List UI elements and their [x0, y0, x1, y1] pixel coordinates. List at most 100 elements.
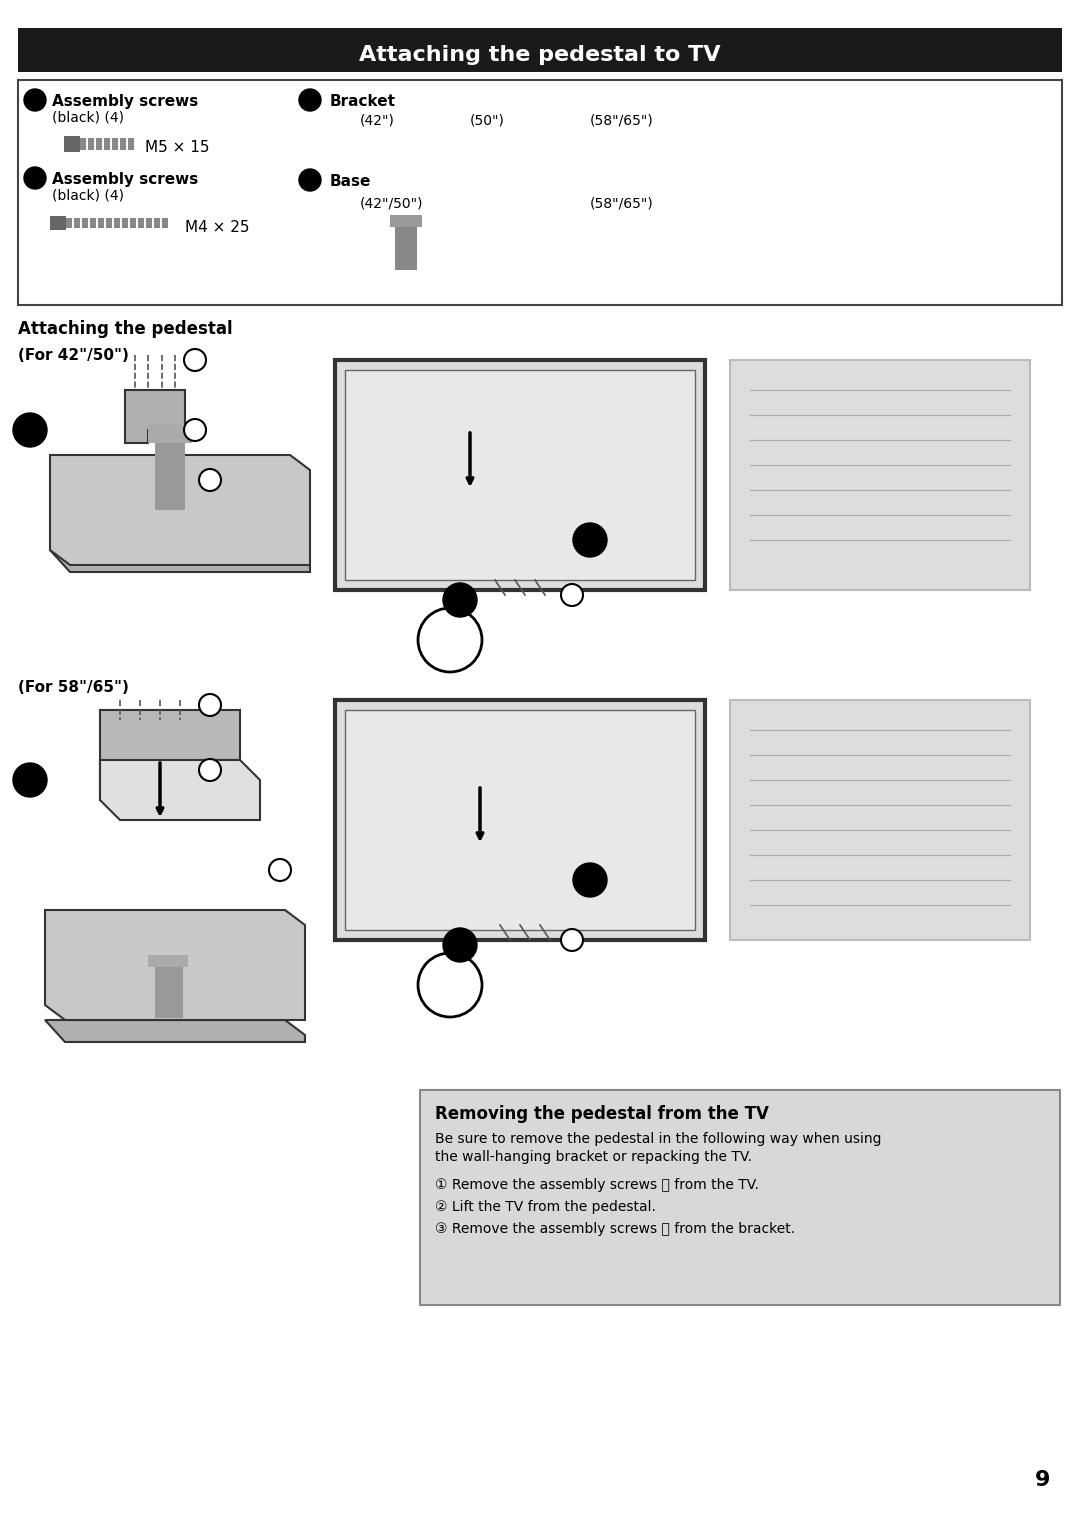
- Bar: [87, 138, 94, 150]
- Bar: [98, 218, 104, 228]
- Bar: [122, 218, 129, 228]
- Text: C: C: [190, 423, 200, 437]
- Circle shape: [561, 584, 583, 607]
- Bar: [156, 430, 185, 510]
- Text: Removing the pedestal from the TV: Removing the pedestal from the TV: [435, 1105, 769, 1123]
- Text: A: A: [30, 93, 40, 107]
- Text: Base: Base: [330, 175, 372, 188]
- Text: B: B: [567, 933, 577, 947]
- Text: (58"/65"): (58"/65"): [590, 113, 653, 127]
- Circle shape: [299, 89, 321, 110]
- Bar: [64, 136, 80, 152]
- Bar: [390, 214, 422, 227]
- Bar: [18, 28, 1062, 72]
- Polygon shape: [100, 709, 240, 800]
- Text: C: C: [205, 763, 215, 777]
- Bar: [58, 218, 64, 228]
- Bar: [154, 218, 160, 228]
- Circle shape: [24, 89, 46, 110]
- Text: (58"/65"): (58"/65"): [590, 196, 653, 210]
- Text: D: D: [275, 864, 285, 876]
- Bar: [82, 218, 87, 228]
- Text: B: B: [30, 172, 40, 184]
- Circle shape: [561, 928, 583, 951]
- Bar: [112, 138, 118, 150]
- Bar: [335, 360, 705, 590]
- Text: 1: 1: [23, 771, 37, 789]
- Text: M4 × 25: M4 × 25: [185, 221, 249, 234]
- Circle shape: [418, 953, 482, 1017]
- Bar: [146, 218, 152, 228]
- Bar: [730, 360, 1030, 590]
- Polygon shape: [330, 234, 510, 285]
- Circle shape: [199, 469, 221, 490]
- Polygon shape: [50, 455, 310, 565]
- Text: 9: 9: [1035, 1471, 1050, 1491]
- Text: (black) (4): (black) (4): [52, 188, 124, 202]
- Bar: [129, 138, 134, 150]
- Polygon shape: [890, 820, 1000, 840]
- Text: (black) (4): (black) (4): [52, 110, 124, 124]
- Text: (For 42"/50"): (For 42"/50"): [18, 348, 129, 363]
- Text: Assembly screws: Assembly screws: [52, 172, 199, 187]
- Bar: [75, 218, 80, 228]
- Bar: [18, 80, 1062, 305]
- Polygon shape: [45, 1020, 305, 1042]
- Bar: [130, 218, 136, 228]
- Bar: [90, 218, 96, 228]
- Polygon shape: [565, 228, 765, 276]
- Text: (For 58"/65"): (For 58"/65"): [18, 680, 129, 696]
- Bar: [80, 138, 86, 150]
- Bar: [96, 138, 102, 150]
- Text: Bracket: Bracket: [330, 93, 396, 109]
- Circle shape: [269, 859, 291, 881]
- Text: (42"): (42"): [360, 113, 395, 127]
- Polygon shape: [372, 138, 408, 182]
- Polygon shape: [45, 910, 305, 1020]
- Polygon shape: [613, 135, 657, 185]
- Text: Assembly screws: Assembly screws: [52, 93, 199, 109]
- Text: Attaching the pedestal to TV: Attaching the pedestal to TV: [360, 44, 720, 64]
- Text: 3: 3: [583, 870, 597, 890]
- Bar: [395, 221, 417, 270]
- Text: A: A: [190, 354, 200, 366]
- Circle shape: [199, 694, 221, 715]
- Bar: [114, 218, 120, 228]
- Text: M5 × 15: M5 × 15: [145, 139, 210, 155]
- Text: Be sure to remove the pedestal in the following way when using: Be sure to remove the pedestal in the fo…: [435, 1132, 881, 1146]
- Bar: [162, 218, 168, 228]
- Text: Attaching the pedestal: Attaching the pedestal: [18, 320, 232, 339]
- Circle shape: [573, 863, 607, 898]
- Bar: [104, 138, 110, 150]
- Polygon shape: [890, 859, 1000, 879]
- Circle shape: [13, 763, 48, 797]
- Bar: [420, 1089, 1059, 1305]
- Circle shape: [184, 418, 206, 441]
- Circle shape: [299, 169, 321, 192]
- Text: (42"/50"): (42"/50"): [360, 196, 423, 210]
- Text: 2: 2: [454, 590, 467, 610]
- Polygon shape: [50, 550, 310, 571]
- Bar: [138, 218, 144, 228]
- Text: 2: 2: [454, 936, 467, 954]
- Text: ② Lift the TV from the pedestal.: ② Lift the TV from the pedestal.: [435, 1200, 656, 1213]
- Bar: [156, 961, 183, 1017]
- Bar: [730, 700, 1030, 941]
- Text: 1: 1: [23, 420, 37, 440]
- Polygon shape: [482, 138, 518, 182]
- Text: the wall-hanging bracket or repacking the TV.: the wall-hanging bracket or repacking th…: [435, 1151, 752, 1164]
- Bar: [345, 371, 696, 581]
- Circle shape: [184, 349, 206, 371]
- Circle shape: [13, 414, 48, 447]
- Text: (50"): (50"): [470, 113, 504, 127]
- Polygon shape: [910, 420, 990, 510]
- Bar: [120, 138, 126, 150]
- Bar: [50, 216, 66, 230]
- Bar: [335, 700, 705, 941]
- Circle shape: [24, 167, 46, 188]
- Polygon shape: [565, 276, 765, 293]
- Text: C: C: [306, 93, 314, 107]
- Circle shape: [443, 584, 477, 617]
- Text: D: D: [305, 173, 315, 187]
- Polygon shape: [100, 760, 260, 820]
